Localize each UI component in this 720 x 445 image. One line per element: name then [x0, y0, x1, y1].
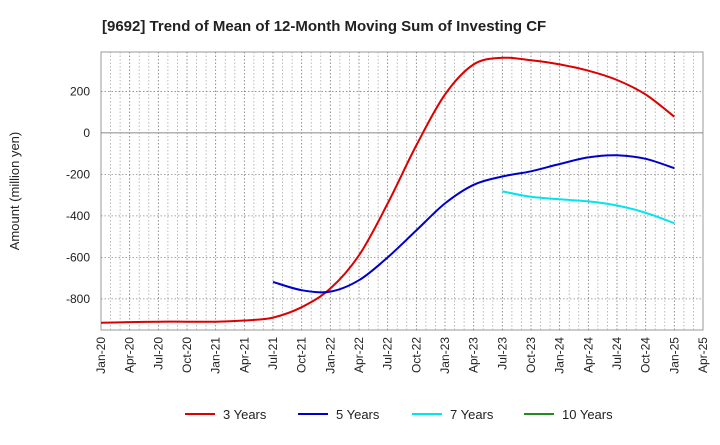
x-tick-label: Jul-20 [151, 337, 165, 370]
legend-label-3-years: 3 Years [223, 407, 267, 422]
x-tick-label: Jul-23 [495, 337, 509, 370]
x-tick-label: Apr-22 [352, 337, 366, 373]
x-tick-label: Jul-24 [610, 337, 624, 370]
x-tick-label: Oct-21 [295, 337, 309, 373]
x-tick-label: Apr-23 [467, 337, 481, 373]
series-line-5-years [272, 154, 675, 294]
plot-frame [100, 51, 704, 331]
y-tick-label: 200 [70, 84, 90, 98]
y-tick-label: 0 [83, 126, 90, 140]
legend-label-5-years: 5 Years [336, 407, 380, 422]
y-tick-label: -800 [66, 292, 90, 306]
y-tick-label: -400 [66, 209, 90, 223]
x-tick-label: Jan-25 [667, 337, 681, 374]
x-tick-label: Apr-24 [581, 337, 595, 373]
series-line-3-years [100, 56, 675, 324]
x-tick-label: Apr-20 [123, 337, 137, 373]
x-tick-label: Oct-22 [409, 337, 423, 373]
x-tick-label: Apr-25 [696, 337, 710, 373]
x-tick-label: Oct-24 [639, 337, 653, 373]
x-tick-label: Jan-24 [553, 337, 567, 374]
x-tick-label: Jan-20 [94, 337, 108, 374]
x-tick-label: Jan-23 [438, 337, 452, 374]
legend-label-7-years: 7 Years [450, 407, 494, 422]
y-axis-label: Amount (million yen) [7, 132, 22, 251]
y-tick-label: -200 [66, 167, 90, 181]
x-tick-label: Jan-22 [323, 337, 337, 374]
series-line-7-years [502, 190, 675, 225]
x-tick-label: Jan-21 [209, 337, 223, 374]
x-tick-label: Jul-21 [266, 337, 280, 370]
x-tick-label: Oct-23 [524, 337, 538, 373]
x-tick-label: Apr-21 [237, 337, 251, 373]
legend: 3 Years 5 Years 7 Years 10 Years [185, 407, 613, 422]
plot-area [100, 51, 704, 331]
grid [101, 52, 703, 330]
x-tick-label: Jul-22 [381, 337, 395, 370]
x-tick-label: Oct-20 [180, 337, 194, 373]
legend-label-10-years: 10 Years [562, 407, 613, 422]
chart-title: [9692] Trend of Mean of 12-Month Moving … [102, 18, 546, 35]
x-axis-ticks: Jan-20 Apr-20 Jul-20 Oct-20 Jan-21 Apr-21 Jul-… [94, 337, 710, 374]
y-tick-label: -600 [66, 250, 90, 264]
y-axis-ticks: 200 0 -200 -400 -600 -800 [66, 84, 90, 305]
series-lines [100, 56, 675, 324]
